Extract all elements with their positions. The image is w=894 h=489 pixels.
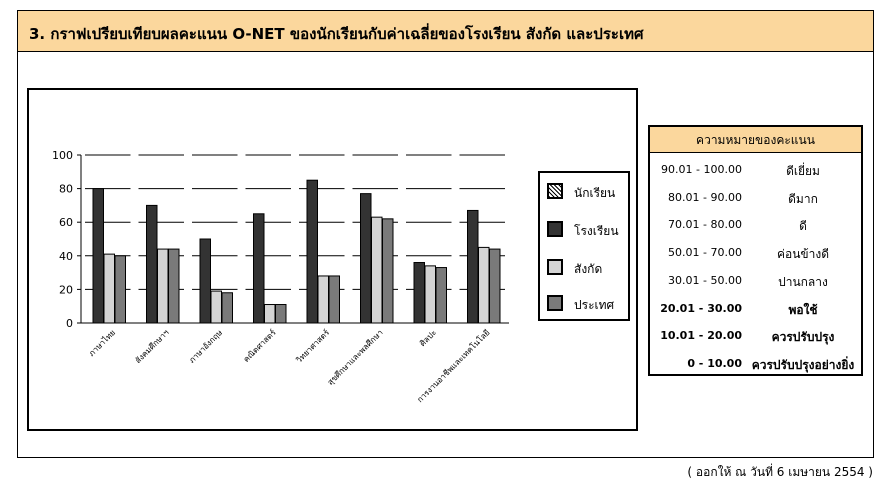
scale-level: ค่อนข้างดี — [776, 247, 830, 261]
bar-nation — [168, 248, 180, 324]
y-tick-label: 100 — [52, 149, 73, 162]
scale-level: ดีเยี่ยม — [786, 164, 820, 178]
issue-date: ( ออกให้ ณ วันที่ 6 เมษายน 2554 ) — [687, 465, 873, 479]
page-title: 3. กราฟเปรียบเทียบผลคะแนน O-NET ของนักเร… — [29, 25, 644, 43]
bar-nation — [114, 255, 126, 324]
bar-affiliation — [371, 216, 383, 324]
scale-row: 10.01 - 20.00 ควรปรับปรุง — [650, 325, 861, 347]
x-tick-label: ภาษาอังกฤษ — [187, 328, 224, 365]
scale-level: ควรปรับปรุงอย่างยิ่ง — [751, 358, 855, 372]
bar-school — [146, 204, 158, 324]
bar-nation — [275, 304, 287, 324]
x-tick-label: สุขศึกษาและพลศึกษา — [326, 328, 385, 387]
scale-range: 10.01 - 20.00 — [660, 329, 742, 342]
scale-level: ควรปรับปรุง — [771, 330, 835, 344]
scale-row: 90.01 - 100.00 ดีเยี่ยม — [650, 159, 861, 181]
scale-row: 0 - 10.00 ควรปรับปรุงอย่างยิ่ง — [650, 353, 861, 375]
x-tick-label: วิทยาศาสตร์ — [293, 327, 331, 365]
scale-row: 80.01 - 90.00 ดีมาก — [650, 187, 861, 209]
bar-affiliation — [210, 290, 222, 324]
scale-range: 90.01 - 100.00 — [661, 163, 742, 176]
scale-range: 30.01 - 50.00 — [668, 274, 742, 287]
y-tick-label: 60 — [59, 216, 73, 229]
scale-level: พอใช้ — [788, 303, 818, 317]
scale-level: ปานกลาง — [778, 275, 828, 289]
scale-range: 50.01 - 70.00 — [668, 246, 742, 259]
chart-legend: นักเรียน โรงเรียน สังกัด ประเทศ — [538, 171, 630, 321]
x-tick-label: ภาษาไทย — [87, 328, 117, 358]
scale-range: 0 - 10.00 — [687, 357, 742, 370]
chart-frame: 0 20 40 60 80 100 ภาษาไทย สังคมศึกษาฯ ภาษาอังกฤ… — [27, 88, 638, 431]
legend-swatch-school — [547, 221, 563, 237]
bar-school — [92, 188, 104, 324]
x-tick-label: ศิลปะ — [418, 328, 438, 348]
bar-school — [253, 213, 265, 324]
bar-affiliation — [424, 265, 436, 324]
scale-row: 70.01 - 80.00 ดี — [650, 214, 861, 236]
legend-swatch-nation — [547, 295, 563, 311]
bar-affiliation — [264, 304, 276, 324]
y-tick-label: 20 — [59, 283, 73, 296]
x-tick-label: สังคมศึกษาฯ — [133, 328, 170, 365]
bar-nation — [382, 218, 394, 324]
scale-row: 30.01 - 50.00 ปานกลาง — [650, 270, 861, 292]
bar-nation — [221, 292, 233, 324]
scale-row: 50.01 - 70.00 ค่อนข้างดี — [650, 242, 861, 264]
bar-affiliation — [103, 253, 115, 324]
report-panel: 3. กราฟเปรียบเทียบผลคะแนน O-NET ของนักเร… — [17, 10, 874, 458]
bar-school — [467, 209, 479, 324]
bar-nation — [489, 248, 501, 324]
legend-label-school: โรงเรียน — [574, 224, 619, 238]
scale-level: ดีมาก — [788, 192, 818, 206]
scale-level: ดี — [799, 219, 807, 233]
x-tick-label: คณิตศาสตร์ — [241, 327, 278, 364]
bar-school — [413, 262, 425, 324]
legend-label-student: นักเรียน — [574, 186, 616, 200]
bar-school — [360, 193, 372, 324]
legend-swatch-affiliation — [547, 259, 563, 275]
scale-range: 20.01 - 30.00 — [660, 302, 742, 315]
legend-swatch-student — [547, 183, 563, 199]
bar-chart: 0 20 40 60 80 100 ภาษาไทย สังคมศึกษาฯ ภาษาอังกฤ… — [52, 149, 509, 404]
scale-range: 80.01 - 90.00 — [668, 191, 742, 204]
legend-label-nation: ประเทศ — [574, 298, 615, 312]
score-meaning-table: ความหมายของคะแนน 90.01 - 100.00 ดีเยี่ยม … — [648, 125, 863, 376]
scale-row: 20.01 - 30.00 พอใช้ — [650, 298, 861, 320]
y-tick-label: 80 — [59, 183, 73, 196]
y-tick-label: 40 — [59, 250, 73, 263]
bar-affiliation — [317, 275, 329, 324]
bar-school — [199, 238, 211, 324]
bar-nation — [435, 267, 447, 324]
title-bar: 3. กราฟเปรียบเทียบผลคะแนน O-NET ของนักเร… — [18, 11, 873, 52]
bar-school — [306, 179, 318, 324]
scale-range: 70.01 - 80.00 — [668, 218, 742, 231]
bar-nation — [328, 275, 340, 324]
score-meaning-heading: ความหมายของคะแนน — [650, 127, 861, 153]
bar-affiliation — [157, 248, 169, 324]
legend-label-affiliation: สังกัด — [574, 262, 603, 276]
bar-affiliation — [478, 246, 490, 324]
y-tick-label: 0 — [66, 317, 73, 330]
